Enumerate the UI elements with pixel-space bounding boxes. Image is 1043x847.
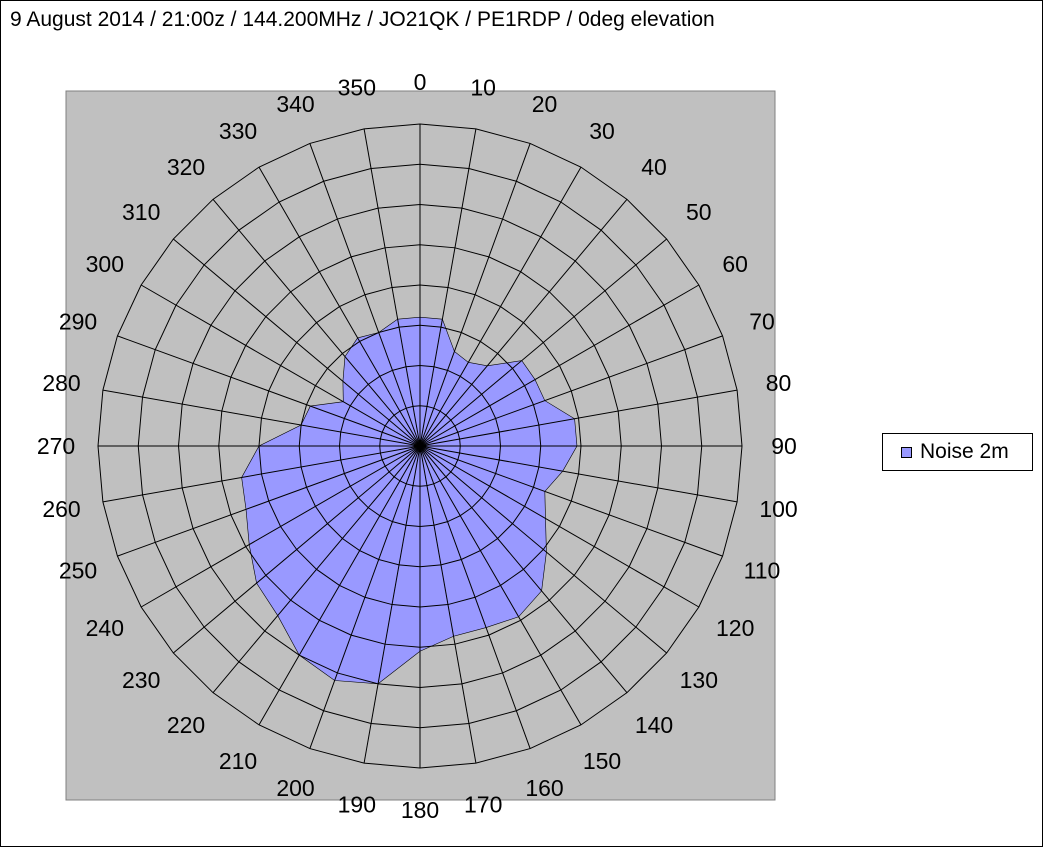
category-label: 250 <box>59 558 97 584</box>
spoke-line <box>419 284 700 447</box>
spoke-line <box>419 335 723 447</box>
spoke-line <box>309 143 421 447</box>
category-label: 70 <box>749 309 775 335</box>
category-label: 110 <box>744 558 781 584</box>
spoke-line <box>363 445 421 764</box>
category-label: 150 <box>583 748 621 774</box>
spoke-line <box>419 445 700 608</box>
category-label: 320 <box>167 154 205 180</box>
spoke-line <box>419 445 477 764</box>
category-label: 270 <box>37 433 75 459</box>
spoke-line <box>419 143 531 447</box>
spoke-line <box>419 128 477 447</box>
spoke-line <box>419 445 531 749</box>
spoke-line <box>419 199 628 447</box>
category-label: 0 <box>414 69 427 95</box>
category-label: 350 <box>338 75 376 101</box>
category-label: 260 <box>42 496 80 522</box>
spoke-line <box>102 389 421 447</box>
category-label: 190 <box>338 792 376 818</box>
spoke-line <box>258 445 421 726</box>
category-label: 330 <box>219 118 257 144</box>
label-layer: 0 10 20 30 40 50 60 70 80 90 100 110 120 130 140 150 160… <box>37 69 798 823</box>
category-label: 140 <box>635 712 673 738</box>
category-label: 20 <box>532 91 558 117</box>
category-label: 60 <box>722 251 748 277</box>
category-label: 340 <box>276 91 314 117</box>
legend-swatch <box>901 446 912 458</box>
category-label: 80 <box>766 370 792 396</box>
category-label: 50 <box>686 199 712 225</box>
spoke-line <box>173 445 421 654</box>
category-label: 10 <box>470 75 496 101</box>
category-label: 230 <box>122 667 160 693</box>
category-label: 90 <box>771 433 797 459</box>
category-label: 220 <box>167 712 205 738</box>
category-label: 280 <box>42 370 80 396</box>
spoke-line <box>173 238 421 447</box>
spoke-line <box>419 445 667 654</box>
spoke-line <box>419 238 667 447</box>
spoke-line <box>363 128 421 447</box>
chart-title: 9 August 2014 / 21:00z / 144.200MHz / JO… <box>10 8 715 31</box>
category-label: 40 <box>641 154 667 180</box>
spoke-line <box>140 445 421 608</box>
spoke-line <box>419 445 582 726</box>
spoke-line <box>419 445 738 503</box>
category-label: 300 <box>86 251 124 277</box>
spoke-line <box>102 445 421 503</box>
category-label: 180 <box>401 797 439 823</box>
spoke-line <box>140 284 421 447</box>
spoke-line <box>117 445 421 557</box>
category-label: 200 <box>276 775 314 801</box>
category-label: 240 <box>86 615 124 641</box>
category-label: 170 <box>464 792 502 818</box>
category-label: 130 <box>680 667 718 693</box>
category-label: 310 <box>122 199 160 225</box>
grid-layer <box>97 123 743 769</box>
spoke-line <box>258 166 421 447</box>
legend-label: Noise 2m <box>920 440 1009 463</box>
spoke-line <box>419 166 582 447</box>
category-label: 210 <box>219 748 257 774</box>
spoke-line <box>212 199 421 447</box>
spoke-line <box>309 445 421 749</box>
category-label: 100 <box>759 496 797 522</box>
category-label: 290 <box>59 309 97 335</box>
category-label: 30 <box>589 118 615 144</box>
spoke-line <box>419 445 628 693</box>
spoke-line <box>212 445 421 693</box>
legend: Noise 2m <box>882 433 1033 471</box>
spoke-line <box>419 445 723 557</box>
category-label: 160 <box>525 775 563 801</box>
category-label: 120 <box>716 615 754 641</box>
spoke-line <box>419 389 738 447</box>
spoke-line <box>117 335 421 447</box>
